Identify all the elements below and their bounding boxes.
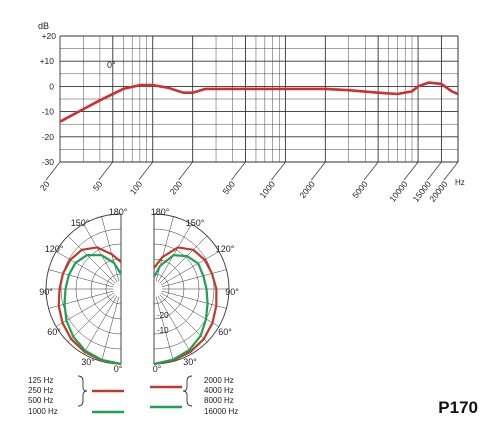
- angle-label-90-right: 90°: [225, 287, 239, 297]
- angle-label-60-left: 60°: [47, 327, 61, 337]
- x-tick-label: 100: [128, 179, 145, 197]
- angle-label-120-right: 120°: [216, 244, 235, 254]
- polar-spoke: [155, 296, 174, 362]
- angle-label-180-right: 180°: [151, 207, 170, 217]
- legend-right-label-2000: 2000 Hz: [204, 376, 234, 385]
- angle-label-90-left: 90°: [39, 287, 53, 297]
- polar-spoke: [101, 216, 120, 282]
- x-tick-label: 50: [91, 179, 105, 193]
- polar-series-curve: [63, 254, 122, 366]
- x-tick-mark: [443, 161, 459, 181]
- db-axis-label: dB: [38, 21, 49, 31]
- radial-label-minus-20: -20: [157, 311, 169, 320]
- x-tick-mark: [178, 161, 193, 181]
- y-tick-label: -20: [42, 132, 55, 142]
- x-tick-mark: [403, 161, 419, 181]
- legend-right-label-4000: 4000 Hz: [204, 386, 234, 395]
- polar-spoke: [159, 235, 208, 284]
- angle-label-0-left: 0°: [114, 364, 123, 374]
- y-tick-label: +10: [40, 56, 55, 66]
- polar-spoke: [157, 295, 192, 355]
- polar-series-curve: [153, 246, 218, 366]
- polar-legend: 125 Hz 250 Hz 500 Hz 1000 Hz 2000 Hz 400…: [28, 375, 238, 416]
- angle-label-150-left: 150°: [71, 218, 90, 228]
- polar-pattern-chart: 180° 180° 150° 150° 120° 120° 90° 90° 60…: [39, 207, 239, 374]
- polar-spoke: [67, 294, 116, 343]
- x-tick-label: 500: [220, 179, 237, 197]
- polar-spoke: [161, 269, 227, 288]
- legend-left-label-500: 500 Hz: [28, 396, 53, 405]
- x-tick-label: 200: [168, 179, 185, 197]
- polar-spoke: [159, 294, 208, 343]
- model-label: P170: [438, 398, 478, 417]
- angle-label-30-left: 30°: [81, 357, 95, 367]
- angle-label-60-right: 60°: [218, 327, 232, 337]
- legend-left-brace: [77, 375, 88, 407]
- x-tick-mark: [311, 161, 326, 181]
- x-tick-label: 2000: [297, 179, 317, 200]
- x-tick-label: 20000: [427, 179, 450, 204]
- polar-spoke: [101, 296, 120, 362]
- angle-label-0-right: 0°: [153, 364, 162, 374]
- polar-curves: [57, 246, 218, 366]
- legend-left-label-1000: 1000 Hz: [28, 407, 58, 416]
- y-tick-label: 0: [49, 81, 54, 91]
- polar-grid-right: [153, 213, 230, 365]
- y-tick-label: +20: [42, 31, 57, 41]
- x-tick-mark: [231, 161, 246, 181]
- polar-grid-left: [45, 213, 122, 365]
- x-tick-mark: [427, 161, 442, 181]
- radial-label-minus-10: -10: [157, 326, 169, 335]
- x-tick-mark: [138, 161, 154, 181]
- x-tick-mark: [271, 161, 286, 181]
- x-tick-mark: [98, 161, 114, 181]
- polar-spoke: [157, 223, 192, 283]
- angle-label-150-right: 150°: [186, 218, 205, 228]
- angle-label-180-left: 180°: [109, 207, 128, 217]
- polar-spoke: [160, 292, 220, 327]
- angle-label-120-left: 120°: [45, 244, 64, 254]
- x-tick-label: 1000: [257, 179, 277, 200]
- polar-spoke: [160, 251, 220, 286]
- polar-spoke: [83, 223, 118, 283]
- polar-series-curve: [57, 246, 122, 366]
- frequency-response-chart: dB +20 +10 0 -10 -20 -30 20 50 100 200 500 1000 200…: [38, 21, 465, 204]
- frequency-grid: [59, 35, 459, 163]
- y-tick-label: -10: [42, 107, 55, 117]
- legend-right-label-16000: 16000 Hz: [204, 407, 238, 416]
- x-axis-unit-label: Hz: [455, 178, 465, 187]
- y-tick-labels: +20 +10 0 -10 -20 -30: [40, 31, 57, 167]
- angle-label-30-right: 30°: [183, 357, 197, 367]
- x-tick-mark: [45, 161, 61, 181]
- y-tick-label: -30: [42, 157, 55, 167]
- legend-right-brace: [182, 375, 193, 407]
- polar-spoke: [83, 295, 118, 355]
- polar-spoke: [155, 216, 174, 282]
- zero-degree-annotation: 0°: [107, 60, 116, 70]
- x-tick-label: 10000: [387, 179, 410, 204]
- x-tick-label: 5000: [350, 179, 370, 200]
- x-tick-label: 20: [38, 179, 52, 193]
- polar-series-curve: [153, 254, 209, 366]
- legend-left-label-250: 250 Hz: [28, 386, 53, 395]
- polar-spoke: [67, 235, 116, 284]
- polar-spoke: [48, 269, 114, 288]
- response-curve: [59, 81, 459, 123]
- polar-spoke: [55, 251, 115, 286]
- x-tick-mark: [363, 161, 379, 181]
- legend-left-label-125: 125 Hz: [28, 376, 53, 385]
- legend-right-label-8000: 8000 Hz: [204, 396, 234, 405]
